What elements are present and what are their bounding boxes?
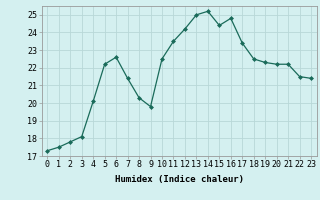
X-axis label: Humidex (Indice chaleur): Humidex (Indice chaleur)	[115, 175, 244, 184]
